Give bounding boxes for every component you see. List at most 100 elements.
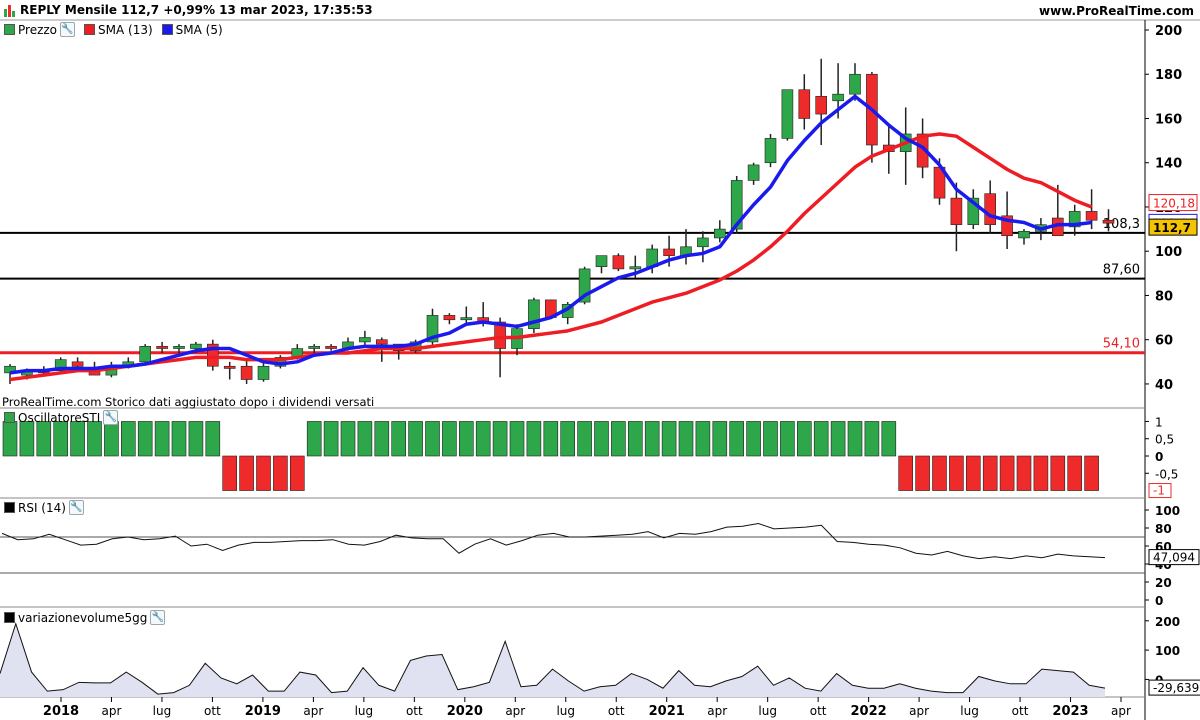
price-legend: Prezzo 🔧 SMA (13) SMA (5)	[4, 22, 223, 37]
sti-bar	[526, 421, 542, 457]
sti-bar	[273, 455, 288, 491]
x-tick-label: lug	[153, 704, 172, 718]
sti-bar	[121, 421, 136, 457]
sti-bar	[374, 421, 390, 457]
candle	[257, 365, 270, 380]
price-tick-label: 200	[1155, 24, 1182, 39]
price-legend-label: Prezzo	[18, 22, 58, 37]
app-candles-icon	[4, 5, 16, 17]
x-tick-label: apr	[102, 704, 122, 718]
sti-bar	[847, 421, 863, 457]
candle	[359, 337, 371, 343]
candle	[832, 93, 844, 102]
sti-bar	[611, 421, 626, 457]
candle	[71, 361, 84, 367]
x-tick-label: apr	[303, 704, 323, 718]
wrench-icon[interactable]: 🔧	[103, 410, 119, 425]
sti-bar	[796, 421, 812, 457]
rsi-tick-label: 20	[1155, 576, 1172, 590]
candle	[375, 339, 388, 345]
price-badge	[1148, 218, 1198, 236]
x-tick-label: lug	[960, 704, 979, 718]
x-tick-label: ott	[406, 704, 423, 718]
sti-bar	[256, 455, 271, 491]
sti-bar	[239, 455, 254, 491]
volume-area	[0, 623, 1105, 697]
sti-bar	[2, 421, 18, 457]
x-tick-label: 2021	[649, 704, 685, 719]
rsi-current-label: 47,094	[1153, 551, 1195, 565]
sti-bar	[830, 421, 846, 457]
dividend-note: ProRealTime.com Storico dati aggiustato …	[2, 395, 375, 409]
sti-bar	[594, 421, 609, 457]
sti-bar	[289, 455, 305, 491]
x-tick-label: apr	[707, 704, 727, 718]
candle	[764, 138, 777, 164]
sti-bar	[306, 421, 322, 457]
candle	[325, 346, 337, 349]
x-tick-label: apr	[1111, 704, 1131, 718]
candle	[781, 89, 794, 139]
sti-bar	[442, 421, 457, 457]
candle	[54, 359, 67, 371]
candle	[1068, 211, 1081, 228]
candle	[1018, 231, 1030, 239]
candle	[747, 164, 760, 181]
candle	[798, 89, 811, 119]
price-badge-label: 120,18	[1153, 197, 1195, 211]
sti-bar	[171, 421, 187, 457]
volume-legend: variazionevolume5gg 🔧	[4, 610, 166, 625]
price-badge	[1148, 194, 1198, 212]
sti-bar	[813, 421, 829, 457]
rsi-line	[1, 522, 1106, 560]
price-tick-label: 60	[1155, 334, 1173, 349]
sti-bar	[915, 455, 930, 491]
candle	[190, 343, 202, 349]
candle	[1001, 215, 1013, 237]
sti-bar	[222, 455, 237, 491]
sti-bar	[19, 421, 35, 457]
sti-tick-label: -0,5	[1155, 467, 1178, 481]
candle	[629, 266, 642, 270]
sti-swatch	[4, 412, 15, 423]
sti-bar	[475, 421, 491, 457]
wrench-icon[interactable]: 🔧	[60, 22, 76, 37]
sma13-line	[9, 132, 1093, 382]
sti-bar	[53, 421, 69, 457]
sti-bar	[425, 421, 440, 457]
site-link[interactable]: www.ProRealTime.com	[1039, 4, 1194, 18]
sti-bar	[729, 421, 745, 457]
sti-tick-label: 0	[1155, 450, 1163, 464]
candle	[1102, 219, 1115, 224]
candle	[207, 343, 219, 367]
sti-bar	[340, 421, 356, 457]
price-tick-label: 140	[1155, 157, 1182, 172]
sti-bar	[408, 421, 423, 457]
x-tick-label: 2022	[851, 704, 887, 719]
sti-bar	[881, 421, 897, 457]
candle	[984, 193, 997, 225]
sti-bar	[763, 421, 778, 457]
sti-bar	[864, 421, 880, 457]
wrench-icon[interactable]: 🔧	[68, 500, 84, 515]
candle	[663, 248, 675, 256]
volume-tick-label: 200	[1155, 615, 1180, 629]
wrench-icon[interactable]: 🔧	[150, 610, 166, 625]
sti-bar	[678, 421, 694, 457]
sti-bar	[965, 455, 981, 491]
rsi-badge	[1148, 549, 1200, 566]
sti-bar	[87, 421, 102, 457]
x-tick-label: apr	[505, 704, 525, 718]
price-tick-label: 180	[1155, 68, 1182, 83]
price-tick-label: 100	[1155, 245, 1182, 260]
sma5-swatch	[161, 24, 173, 35]
sti-bar	[70, 421, 85, 457]
sti-bar	[560, 421, 576, 457]
candle	[967, 197, 980, 225]
price-level-label: 87,60	[1103, 263, 1140, 278]
sti-bar	[1050, 455, 1066, 491]
sti-current-label: -1	[1153, 484, 1165, 498]
sti-bar	[1067, 455, 1082, 491]
sma13-legend-label: SMA (13)	[98, 22, 153, 37]
sti-bar	[1084, 455, 1099, 491]
